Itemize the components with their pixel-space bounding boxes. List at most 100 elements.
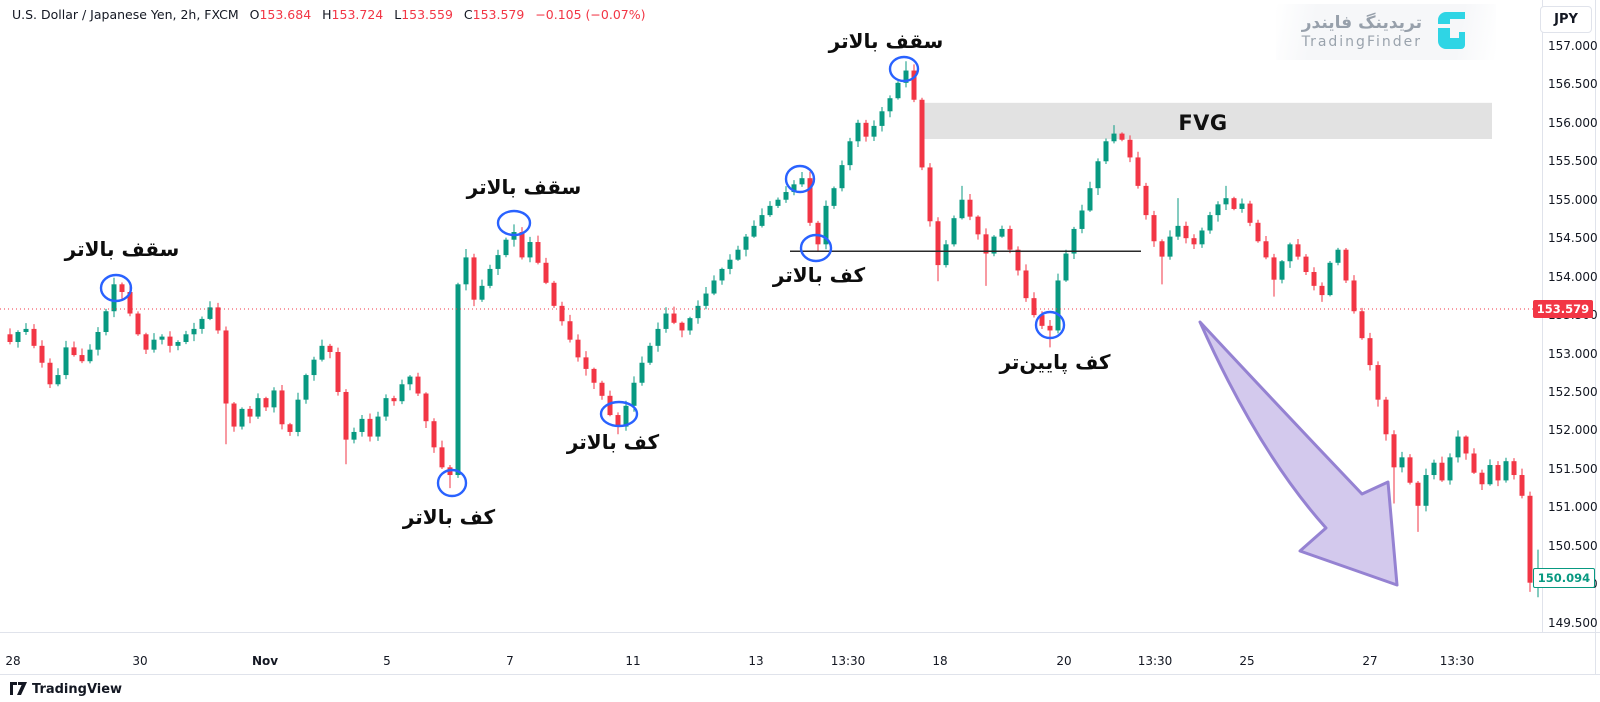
swing-circle-higher-high[interactable]: [496, 209, 532, 237]
candle-body: [1383, 399, 1389, 435]
high-label: H: [322, 7, 332, 22]
candle-body: [127, 292, 133, 314]
candle-body: [79, 355, 85, 362]
candle-body: [1271, 257, 1277, 280]
candle-body: [1263, 241, 1269, 258]
swing-circle-higher-low[interactable]: [436, 468, 468, 498]
open-value: 153.684: [259, 7, 312, 22]
candle-body: [1055, 280, 1061, 331]
candle-body: [1103, 141, 1109, 162]
candle-body: [575, 339, 581, 358]
candle-body: [1423, 475, 1429, 506]
candle-body: [1487, 465, 1493, 485]
candle-body: [1399, 457, 1405, 468]
swing-label-higher-high[interactable]: سقف بالاتر: [64, 237, 180, 261]
candle-body: [351, 431, 357, 440]
candle-body: [975, 216, 981, 235]
swing-label-higher-low[interactable]: کف بالاتر: [402, 505, 496, 529]
candle-body: [1479, 472, 1485, 485]
price-tick: 155.500: [1548, 154, 1598, 169]
time-tick: 25: [1239, 654, 1255, 668]
time-tick: 13:30: [1137, 654, 1173, 668]
candle-body: [167, 336, 173, 346]
time-tick: 20: [1056, 654, 1072, 668]
currency-selector[interactable]: JPY: [1540, 6, 1592, 33]
candle-body: [159, 336, 165, 340]
candle-body: [503, 239, 509, 256]
candle-body: [783, 192, 789, 200]
price-tick: 154.500: [1548, 231, 1598, 246]
time-axis[interactable]: 28 30 Nov 5 7 11 13 13:30 18 20 13:30 25 27 13:30: [0, 632, 1600, 674]
candle-body: [823, 205, 829, 245]
candle-body: [335, 351, 341, 392]
swing-circle-swing-high[interactable]: [784, 164, 816, 194]
candle-body: [1319, 285, 1325, 296]
candle-body: [615, 415, 621, 427]
swing-label-higher-high[interactable]: سقف بالاتر: [466, 175, 582, 199]
candle-body: [479, 285, 485, 300]
candle-body: [663, 313, 669, 329]
swing-label-higher-high[interactable]: سقف بالاتر: [828, 29, 944, 53]
candle-body: [1367, 338, 1373, 366]
candle-body: [1391, 434, 1397, 468]
swing-label-higher-low[interactable]: کف بالاتر: [566, 430, 660, 454]
candle-body: [223, 330, 229, 404]
fvg-zone-label[interactable]: FVG: [1178, 111, 1228, 135]
candle-body: [703, 293, 709, 306]
candle-body: [1247, 203, 1253, 223]
price-tick: 154.000: [1548, 269, 1598, 284]
candle-body: [1159, 241, 1165, 257]
candle-body: [183, 334, 189, 342]
close-label: C: [463, 7, 473, 22]
candle-body: [807, 178, 813, 223]
candle-body: [423, 393, 429, 422]
candle-body: [343, 391, 349, 440]
symbol-title[interactable]: U.S. Dollar / Japanese Yen, 2h, FXCM: [12, 7, 239, 22]
swing-circle-lower-low[interactable]: [1034, 310, 1066, 340]
swing-circle-higher-high[interactable]: [888, 55, 920, 83]
swing-label-lower-low[interactable]: کف پایین‌تر: [999, 350, 1111, 374]
tradingview-logo[interactable]: TradingView: [10, 680, 122, 699]
candle-body: [711, 280, 717, 294]
candle-body: [847, 141, 853, 166]
time-axis-separator: [0, 632, 1600, 633]
candle-body: [175, 341, 181, 346]
candle-body: [151, 339, 157, 350]
price-tick: 153.000: [1548, 346, 1598, 361]
fvg-zone[interactable]: [922, 102, 1492, 139]
tradingfinder-name-english: TradingFinder: [1301, 33, 1422, 50]
tradingfinder-logo-icon: [1432, 10, 1470, 54]
candle-body: [39, 345, 45, 363]
candle-body: [959, 199, 965, 219]
candle-body: [767, 205, 773, 216]
swing-circle-higher-high[interactable]: [99, 273, 133, 303]
candle-body: [1095, 161, 1101, 189]
candle-body: [1135, 157, 1141, 186]
candle-body: [1007, 228, 1013, 250]
candle-body: [943, 244, 949, 266]
downtrend-arrow[interactable]: [1198, 320, 1399, 587]
candle-body: [999, 228, 1005, 237]
symbol-legend[interactable]: U.S. Dollar / Japanese Yen, 2h, FXCM O15…: [12, 7, 645, 22]
swing-circle-higher-low[interactable]: [799, 233, 833, 263]
time-tick: 30: [132, 654, 148, 668]
candle-body: [255, 398, 261, 417]
candle-body: [487, 268, 493, 286]
candle-body: [303, 375, 309, 400]
candle-body: [1311, 272, 1317, 286]
candle-body: [1071, 228, 1077, 254]
candle-body: [1343, 249, 1349, 281]
candle-body: [1495, 465, 1501, 481]
swing-label-higher-low[interactable]: کف بالاتر: [772, 263, 866, 287]
candle-body: [543, 262, 549, 283]
price-tick: 149.500: [1548, 615, 1598, 630]
candle-body: [287, 424, 293, 432]
candle-body: [1287, 244, 1293, 262]
candle-body: [759, 215, 765, 226]
candle-body: [311, 359, 317, 376]
swing-circle-higher-low[interactable]: [599, 400, 639, 428]
candle-body: [799, 178, 805, 185]
candle-body: [791, 184, 797, 193]
candle-body: [1503, 461, 1509, 481]
